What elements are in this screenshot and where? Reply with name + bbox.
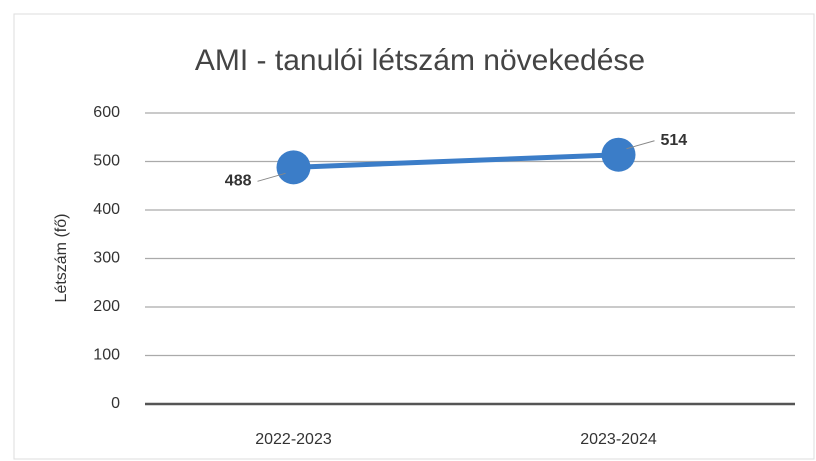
data-point xyxy=(601,137,636,172)
y-tick-label: 600 xyxy=(93,104,120,121)
x-tick-label: 2022-2023 xyxy=(255,431,332,448)
y-tick-label: 0 xyxy=(111,395,120,412)
y-tick-label: 100 xyxy=(93,347,120,364)
y-axis-label: Létszám (fő) xyxy=(53,214,70,303)
data-label: 488 xyxy=(225,173,252,190)
y-tick-label: 400 xyxy=(93,201,120,218)
chart-frame xyxy=(13,13,815,460)
y-tick-label: 200 xyxy=(93,298,120,315)
chart-title: AMI - tanulói létszám növekedése xyxy=(195,44,645,77)
y-tick-label: 300 xyxy=(93,250,120,267)
leader-line xyxy=(626,140,655,150)
data-line xyxy=(293,152,619,170)
data-label: 514 xyxy=(661,132,688,149)
data-point xyxy=(276,150,311,185)
leader-line xyxy=(257,172,286,182)
x-tick-label: 2023-2024 xyxy=(580,431,657,448)
y-tick-label: 500 xyxy=(93,153,120,170)
